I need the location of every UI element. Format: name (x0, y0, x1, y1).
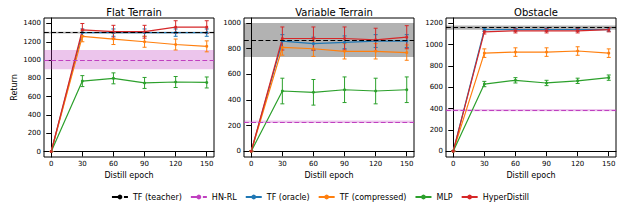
svg-text:0: 0 (451, 160, 455, 168)
svg-text:90: 90 (340, 160, 349, 168)
svg-text:TF (compressed): TF (compressed) (339, 193, 407, 202)
svg-text:30: 30 (278, 160, 287, 168)
svg-text:1000: 1000 (425, 41, 443, 49)
svg-text:150: 150 (400, 160, 413, 168)
svg-text:1000: 1000 (223, 19, 241, 27)
svg-text:200: 200 (228, 122, 241, 130)
svg-text:MLP: MLP (436, 193, 452, 202)
svg-text:TF (teacher): TF (teacher) (132, 193, 182, 202)
svg-text:Distill epoch: Distill epoch (104, 171, 153, 180)
svg-text:1000: 1000 (23, 56, 41, 64)
svg-text:30: 30 (78, 160, 87, 168)
svg-text:120: 120 (169, 160, 182, 168)
svg-text:400: 400 (430, 105, 443, 113)
svg-text:Distill epoch: Distill epoch (304, 171, 353, 180)
svg-text:60: 60 (109, 160, 118, 168)
svg-text:150: 150 (602, 160, 615, 168)
svg-text:HyperDistill: HyperDistill (483, 193, 529, 202)
svg-text:800: 800 (228, 45, 241, 53)
svg-text:60: 60 (511, 160, 520, 168)
svg-text:30: 30 (480, 160, 489, 168)
svg-text:Distill epoch: Distill epoch (506, 171, 555, 180)
svg-text:TF (oracle): TF (oracle) (266, 193, 310, 202)
svg-text:0: 0 (49, 160, 53, 168)
svg-text:150: 150 (200, 160, 213, 168)
svg-text:0: 0 (37, 148, 41, 156)
svg-text:Obstacle: Obstacle (514, 7, 558, 18)
svg-text:600: 600 (430, 83, 443, 91)
svg-text:400: 400 (228, 96, 241, 104)
svg-text:0: 0 (439, 147, 443, 155)
svg-text:120: 120 (369, 160, 382, 168)
svg-text:200: 200 (28, 129, 41, 137)
svg-text:600: 600 (28, 93, 41, 101)
svg-text:60: 60 (309, 160, 318, 168)
svg-text:200: 200 (430, 126, 443, 134)
svg-text:400: 400 (28, 111, 41, 119)
svg-text:Return: Return (10, 74, 19, 101)
svg-text:800: 800 (28, 74, 41, 82)
svg-text:Variable Terrain: Variable Terrain (295, 7, 373, 18)
svg-text:1400: 1400 (23, 19, 41, 27)
svg-text:1200: 1200 (425, 19, 443, 27)
svg-text:90: 90 (542, 160, 551, 168)
svg-text:0: 0 (237, 147, 241, 155)
svg-text:90: 90 (140, 160, 149, 168)
svg-text:0: 0 (249, 160, 253, 168)
svg-text:Flat Terrain: Flat Terrain (106, 7, 162, 18)
svg-text:1200: 1200 (23, 38, 41, 46)
svg-text:600: 600 (228, 70, 241, 78)
svg-text:120: 120 (571, 160, 584, 168)
svg-text:HN-RL: HN-RL (212, 193, 237, 202)
svg-text:800: 800 (430, 62, 443, 70)
